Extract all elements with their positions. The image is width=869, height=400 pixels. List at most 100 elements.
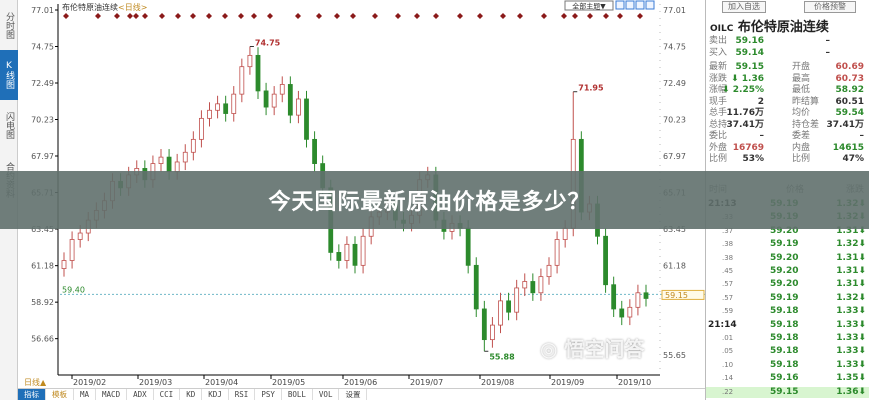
quote-label-2: 委差: [792, 131, 811, 141]
reference-label: 59.40: [62, 285, 85, 294]
indicator-tab[interactable]: CCI: [154, 389, 181, 400]
event-marker-icon: [316, 13, 322, 19]
event-marker-icon: [142, 13, 148, 19]
event-marker-icon: [127, 13, 133, 19]
event-marker-icon: [517, 13, 523, 19]
quote-row: 外盘 16769 内盘 14615: [706, 143, 869, 154]
price-alert-button[interactable]: 价格预警: [804, 1, 856, 13]
candle-body: [360, 235, 366, 266]
y-tick-label-right: 61.18: [663, 262, 686, 271]
y-tick-label-right: 74.75: [663, 43, 686, 52]
y-tick-label-left: 74.75: [31, 43, 54, 52]
tab-timeshare[interactable]: 分时图: [4, 11, 14, 39]
event-marker-icon: [63, 13, 69, 19]
candle-body: [77, 232, 83, 240]
tick-change: 1.33⬇: [836, 319, 866, 330]
tick-price: 59.16: [770, 373, 799, 384]
x-tick-label: 2019/07: [410, 378, 443, 387]
tick-time: .10: [722, 360, 734, 369]
tick-change: 1.31⬇: [836, 279, 866, 290]
event-marker-icon: [222, 13, 228, 19]
quote-value: 11.76万: [726, 108, 764, 118]
x-tick-label: 2019/06: [344, 378, 377, 387]
indicator-tab[interactable]: RSI: [229, 389, 256, 400]
tick-change: 1.31⬇: [836, 252, 866, 263]
headline-text: 今天国际最新原油价格是多少？: [268, 190, 591, 215]
event-marker-icon: [500, 13, 506, 19]
y-tick-label-left: 77.01: [31, 6, 54, 15]
quote-value-2: 14615: [832, 142, 864, 153]
indicator-tab[interactable]: 指标: [18, 389, 46, 400]
candle-body: [522, 281, 528, 289]
indicator-tab[interactable]: VOL: [313, 389, 340, 400]
candle-body: [530, 281, 536, 294]
candle-body: [263, 90, 269, 108]
tab-flash[interactable]: 闪电图: [4, 111, 14, 139]
quote-row: 涨幅 ⬇ 2.25% 最低 58.92: [706, 85, 869, 96]
candle-body: [312, 138, 317, 164]
candle-body: [603, 235, 608, 286]
quote-label: 最新: [709, 62, 728, 72]
event-marker-icon: [372, 13, 378, 19]
y-tick-label-left: 56.66: [31, 335, 54, 344]
indicator-tab[interactable]: MA: [74, 389, 97, 400]
quote-value-2: –: [859, 131, 865, 141]
event-marker-icon: [159, 13, 165, 19]
quote-panel: 加入自选 价格预警 OILC 布伦特原油连续 卖出 59.16 – 买入 59.14 – 最…: [705, 0, 869, 400]
candle-body: [287, 84, 293, 116]
tick-price: 59.20: [770, 279, 799, 290]
event-marker-icon: [433, 13, 439, 19]
tick-price: 59.18: [770, 319, 799, 330]
candle-body: [190, 138, 196, 153]
x-tick-label: 2019/02: [73, 378, 106, 387]
watermark-logo: ◎ 悟空问答: [540, 337, 645, 361]
indicator-tab[interactable]: KD: [180, 389, 203, 400]
indicator-tab[interactable]: 设置: [339, 389, 368, 400]
tab-kline[interactable]: K线图: [0, 50, 18, 100]
x-tick-label: 2019/10: [618, 378, 651, 387]
quote-value-2: 37.41万: [826, 119, 864, 130]
indicator-tab[interactable]: BOLL: [282, 389, 313, 400]
theme-select: [564, 0, 614, 11]
quote-row: 现手 2 昨结算 60.51: [706, 97, 869, 108]
candle-body: [619, 308, 625, 318]
candle-body: [304, 98, 309, 140]
tick-price: 59.20: [770, 225, 799, 236]
tick-time: .45: [722, 267, 734, 275]
event-marker-icon: [572, 13, 578, 19]
quote-value-2: 60.73: [835, 73, 864, 84]
y-tick-label-right: 77.01: [663, 6, 686, 15]
add-watchlist-button[interactable]: 加入自选: [722, 1, 766, 13]
candle-body: [538, 276, 544, 294]
quote-label: 涨幅: [709, 85, 728, 95]
instrument-name: 布伦特原油连续: [737, 20, 829, 35]
tick-row: .10 59.18 1.33⬇: [706, 360, 869, 371]
indicator-tab[interactable]: MACD: [96, 389, 128, 400]
quote-value: 53%: [742, 154, 764, 164]
tick-price: 59.18: [770, 346, 799, 357]
x-tick-label: 2019/05: [272, 378, 305, 387]
indicator-tab[interactable]: ADX: [127, 389, 154, 400]
x-tick-label: 2019/08: [481, 378, 514, 387]
indicator-tab[interactable]: PSY: [255, 389, 282, 400]
tick-row: .59 59.18 1.33⬇: [706, 306, 869, 317]
quote-row: 卖出 59.16 –: [706, 36, 869, 47]
indicator-tab[interactable]: 模板: [46, 389, 74, 400]
quote-value-2: 59.54: [835, 108, 864, 118]
indicator-toolbar: 指标 模板 MA MACD ADX CCI KD KDJ RSI PSY BOLL VOL 设置: [18, 388, 705, 400]
tick-time: .38: [722, 240, 734, 249]
quote-label: 卖出: [709, 36, 728, 46]
indicator-tab[interactable]: KDJ: [202, 389, 229, 400]
y-tick-label-right: 55.65: [663, 351, 686, 360]
quote-label: 委比: [709, 131, 728, 141]
period-selector[interactable]: 日线▲: [24, 378, 47, 387]
annotation-label: 74.75: [255, 39, 281, 48]
tick-row: 21:14 59.18 1.33⬇: [706, 320, 869, 331]
tick-row: .14 59.16 1.35⬇: [706, 373, 869, 384]
quote-value: 37.41万: [726, 119, 764, 130]
candle-body: [255, 54, 261, 92]
watermark-text: 悟空问答: [564, 337, 645, 361]
quote-value: ⬇ 1.36: [731, 73, 764, 84]
event-marker-icon: [238, 13, 244, 19]
candle-body: [611, 284, 617, 310]
